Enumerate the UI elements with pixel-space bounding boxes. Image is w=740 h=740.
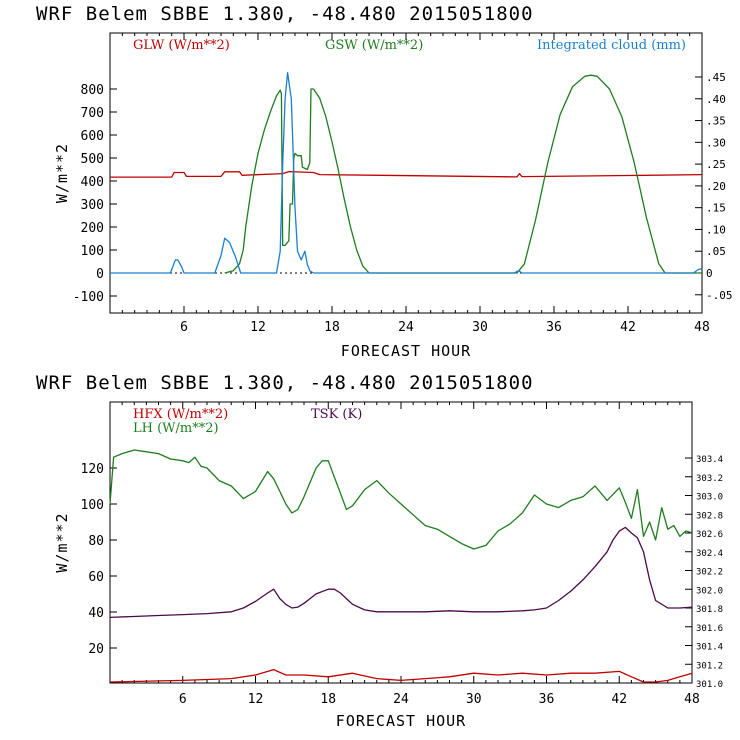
y2-tick-label: 302.8 — [696, 511, 723, 521]
y2-tick-label: 303.2 — [696, 474, 723, 484]
y2-tick-label: 303.0 — [696, 493, 723, 503]
y-tick-label: 20 — [88, 642, 104, 657]
x-tick-label: 18 — [320, 692, 336, 707]
y2-tick-label: 303.4 — [696, 455, 723, 465]
y-axis-label: W/m**2 — [53, 512, 71, 572]
y2-tick-label: .10 — [706, 223, 726, 236]
y2-tick-label: 302.0 — [696, 586, 723, 596]
y-tick-label: 600 — [81, 129, 104, 144]
series-line — [109, 449, 693, 550]
y-tick-label: 300 — [81, 198, 104, 213]
y-tick-label: 40 — [88, 606, 104, 621]
series-line — [109, 526, 693, 619]
y-tick-label: -100 — [73, 290, 104, 305]
y2-tick-label: 301.6 — [696, 624, 723, 634]
chart-title: WRF Belem SBBE 1.380, -48.480 2015051800 — [36, 3, 534, 25]
y-tick-label: 500 — [81, 152, 104, 167]
y-tick-label: 800 — [81, 83, 104, 98]
y-tick-label: 120 — [81, 462, 104, 477]
y2-tick-label: -.05 — [706, 289, 733, 302]
legend-entry: GSW (W/m**2) — [325, 38, 423, 53]
chart-title: WRF Belem SBBE 1.380, -48.480 2015051800 — [36, 372, 534, 394]
y2-tick-label: 0 — [706, 267, 713, 280]
y2-tick-label: 301.4 — [696, 643, 723, 653]
y-tick-label: 80 — [88, 534, 104, 549]
y2-tick-label: 301.8 — [696, 605, 723, 615]
series-line — [109, 668, 693, 683]
x-tick-label: 18 — [324, 320, 340, 335]
plot-frame — [109, 401, 693, 684]
legend-entry: HFX (W/m**2) — [133, 407, 228, 422]
x-tick-label: 42 — [620, 320, 636, 335]
x-tick-label: 36 — [539, 692, 555, 707]
chart-bottom: WRF Belem SBBE 1.380, -48.480 2015051800… — [36, 372, 723, 730]
y2-tick-label: 302.6 — [696, 530, 723, 540]
y2-tick-label: .35 — [706, 115, 726, 128]
y2-tick-label: 302.4 — [696, 549, 723, 559]
series-line — [110, 71, 703, 274]
x-tick-label: 48 — [694, 320, 710, 335]
y2-tick-label: .30 — [706, 136, 726, 149]
plot-frame — [109, 32, 703, 314]
x-tick-label: 36 — [546, 320, 562, 335]
y2-tick-label: .05 — [706, 245, 726, 258]
y2-tick-label: .25 — [706, 158, 726, 171]
chart-top: WRF Belem SBBE 1.380, -48.480 2015051800… — [36, 3, 733, 360]
y-tick-label: 100 — [81, 498, 104, 513]
y-tick-label: 700 — [81, 106, 104, 121]
x-tick-label: 6 — [180, 320, 188, 335]
x-tick-label: 6 — [179, 692, 187, 707]
x-tick-label: 30 — [466, 692, 482, 707]
y2-tick-label: .45 — [706, 71, 726, 84]
x-tick-label: 12 — [250, 320, 266, 335]
x-tick-label: 24 — [393, 692, 409, 707]
y-tick-label: 0 — [96, 267, 104, 282]
x-axis-label: FORECAST HOUR — [336, 712, 466, 730]
legend-entry: GLW (W/m**2) — [133, 38, 230, 53]
x-tick-label: 24 — [398, 320, 414, 335]
x-axis-label: FORECAST HOUR — [341, 342, 471, 360]
legend-entry: LH (W/m**2) — [133, 421, 219, 436]
y2-tick-label: 301.2 — [696, 661, 723, 671]
y-axis-label: W/m**2 — [53, 143, 71, 203]
y2-tick-label: 302.2 — [696, 568, 723, 578]
y2-tick-label: .20 — [706, 180, 726, 193]
legend-entry: TSK (K) — [311, 407, 362, 422]
y2-tick-label: .15 — [706, 202, 726, 215]
x-tick-label: 42 — [611, 692, 627, 707]
y-tick-label: 200 — [81, 221, 104, 236]
series-line — [224, 74, 702, 274]
legend-entry: Integrated cloud (mm) — [537, 38, 686, 53]
x-tick-label: 48 — [684, 692, 700, 707]
x-tick-label: 12 — [248, 692, 264, 707]
y2-tick-label: 301.0 — [696, 680, 723, 690]
series-line — [110, 170, 703, 178]
y-tick-label: 100 — [81, 244, 104, 259]
y-tick-label: 60 — [88, 570, 104, 585]
y-tick-label: 400 — [81, 175, 104, 190]
x-tick-label: 30 — [472, 320, 488, 335]
y2-tick-label: .40 — [706, 93, 726, 106]
